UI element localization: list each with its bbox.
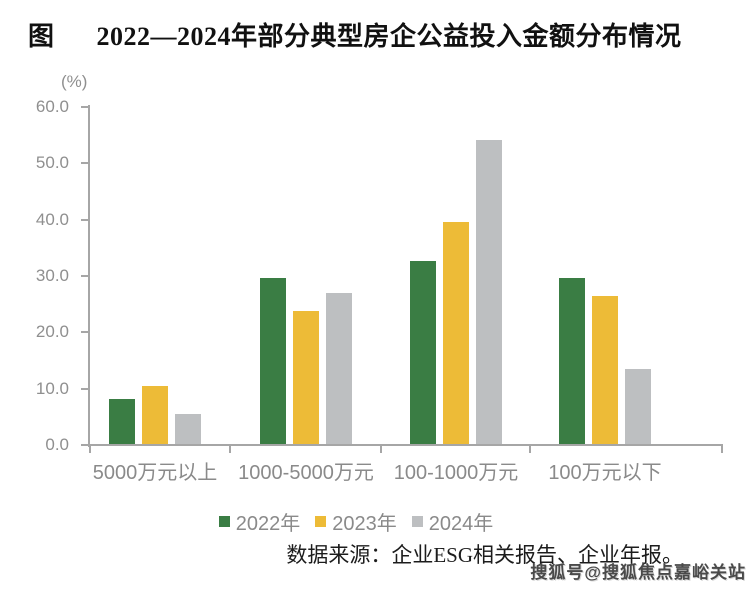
legend-swatch-icon <box>218 516 230 527</box>
y-axis-tick <box>81 387 88 390</box>
data-source-note: 数据来源：企业ESG相关报告、企业年报。 <box>286 543 683 567</box>
x-axis-tick <box>229 446 231 453</box>
chart-title-row: 图 2022—2024年部分典型房企公益投入金额分布情况 <box>28 16 682 53</box>
x-axis-tick <box>529 446 531 453</box>
legend-item-2022年: 2022年 <box>218 507 301 536</box>
legend-item-2024年: 2024年 <box>411 507 494 536</box>
x-category-label: 5000万元以上 <box>92 462 218 484</box>
legend-swatch-icon <box>315 516 327 527</box>
y-axis-tick <box>81 444 88 446</box>
legend-label: 2024年 <box>428 513 494 535</box>
x-axis-tick <box>89 446 91 453</box>
bar-2023年-100万元以下 <box>592 296 618 444</box>
legend: 2022年 2023年 2024年 <box>0 507 712 536</box>
bar-2024年-100万元以下 <box>625 369 651 444</box>
figure-label: 图 <box>28 22 55 51</box>
y-axis-tick <box>81 275 88 277</box>
y-axis-tick <box>81 162 88 165</box>
bar-2024年-5000万元以上 <box>175 414 201 444</box>
bar-2022年-100万元以下 <box>559 278 585 444</box>
x-category-label: 100-1000万元 <box>393 462 519 484</box>
watermark: 搜狐号@搜狐焦点嘉峪关站 <box>530 563 746 582</box>
bar-2023年-1000-5000万元 <box>293 311 319 444</box>
x-axis-line <box>88 444 723 446</box>
y-axis-tick <box>81 331 88 334</box>
y-axis-tick-label: 0.0 <box>45 435 69 454</box>
y-axis-unit-label: (%) <box>61 72 88 91</box>
y-axis-tick-label: 60.0 <box>35 97 69 116</box>
y-axis-tick <box>81 106 88 108</box>
x-axis-tick <box>380 446 382 453</box>
legend-label: 2023年 <box>332 513 397 535</box>
y-axis-tick-label: 50.0 <box>35 153 69 173</box>
page-title: 2022—2024年部分典型房企公益投入金额分布情况 <box>96 22 682 51</box>
y-axis-tick-label: 30.0 <box>35 266 69 285</box>
y-axis-tick-label: 40.0 <box>35 209 69 229</box>
x-category-label: 100万元以下 <box>548 462 662 484</box>
bar-2023年-5000万元以上 <box>142 386 168 444</box>
y-axis-tick-label: 10.0 <box>35 378 69 398</box>
bar-2022年-5000万元以上 <box>109 399 135 444</box>
bar-2024年-1000-5000万元 <box>326 293 352 444</box>
y-axis-line <box>88 105 90 447</box>
bar-2023年-100-1000万元 <box>443 222 469 444</box>
legend-item-2023年: 2023年 <box>315 507 397 536</box>
legend-swatch-icon <box>411 516 423 527</box>
bar-2024年-100-1000万元 <box>476 140 502 444</box>
legend-label: 2022年 <box>235 513 301 535</box>
x-category-label: 1000-5000万元 <box>238 462 374 484</box>
y-axis-tick <box>81 218 88 221</box>
x-axis-tick <box>721 446 723 453</box>
bar-2022年-1000-5000万元 <box>260 278 286 444</box>
bar-2022年-100-1000万元 <box>410 261 436 444</box>
y-axis-tick-label: 20.0 <box>35 322 69 342</box>
